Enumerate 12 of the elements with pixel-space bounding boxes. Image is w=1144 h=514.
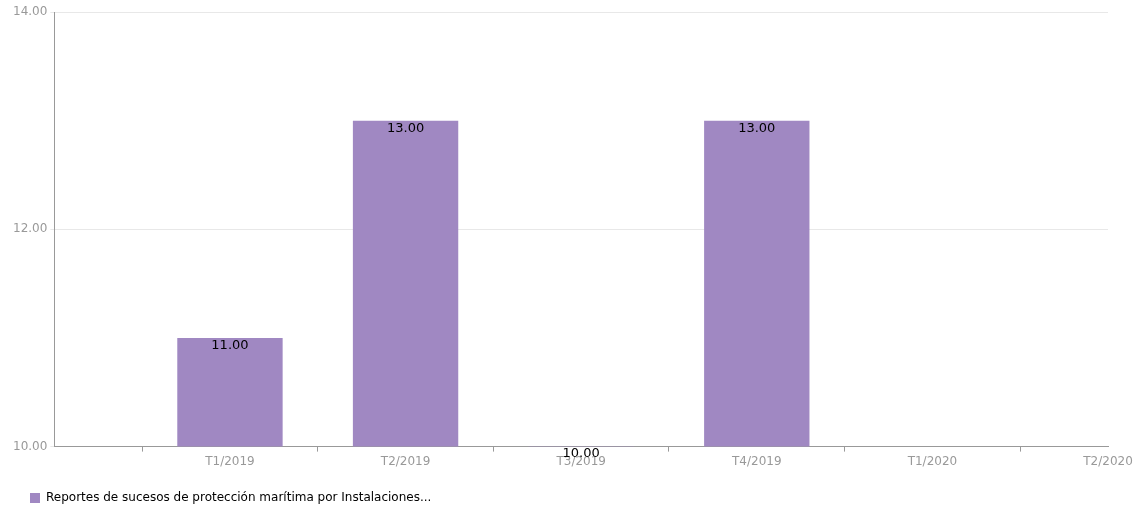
x-tick-label: T1/2020 xyxy=(906,453,958,468)
data-label: 13.00 xyxy=(738,119,776,135)
y-tick-label: 10.00 xyxy=(12,438,48,453)
y-tick-label: 14.00 xyxy=(12,4,48,19)
legend-label: Reportes de sucesos de protección marítima por Instalaciones... xyxy=(46,490,432,505)
x-tick-label: T2/2020 xyxy=(1082,453,1133,468)
x-tick-label: T1/2019 xyxy=(204,453,255,468)
x-tick-label: T2/2019 xyxy=(379,453,431,468)
data-label: 11.00 xyxy=(211,336,249,352)
y-tick-label: 12.00 xyxy=(12,221,48,236)
x-tick-label: T4/2019 xyxy=(731,453,782,468)
data-label: 13.00 xyxy=(386,119,425,135)
